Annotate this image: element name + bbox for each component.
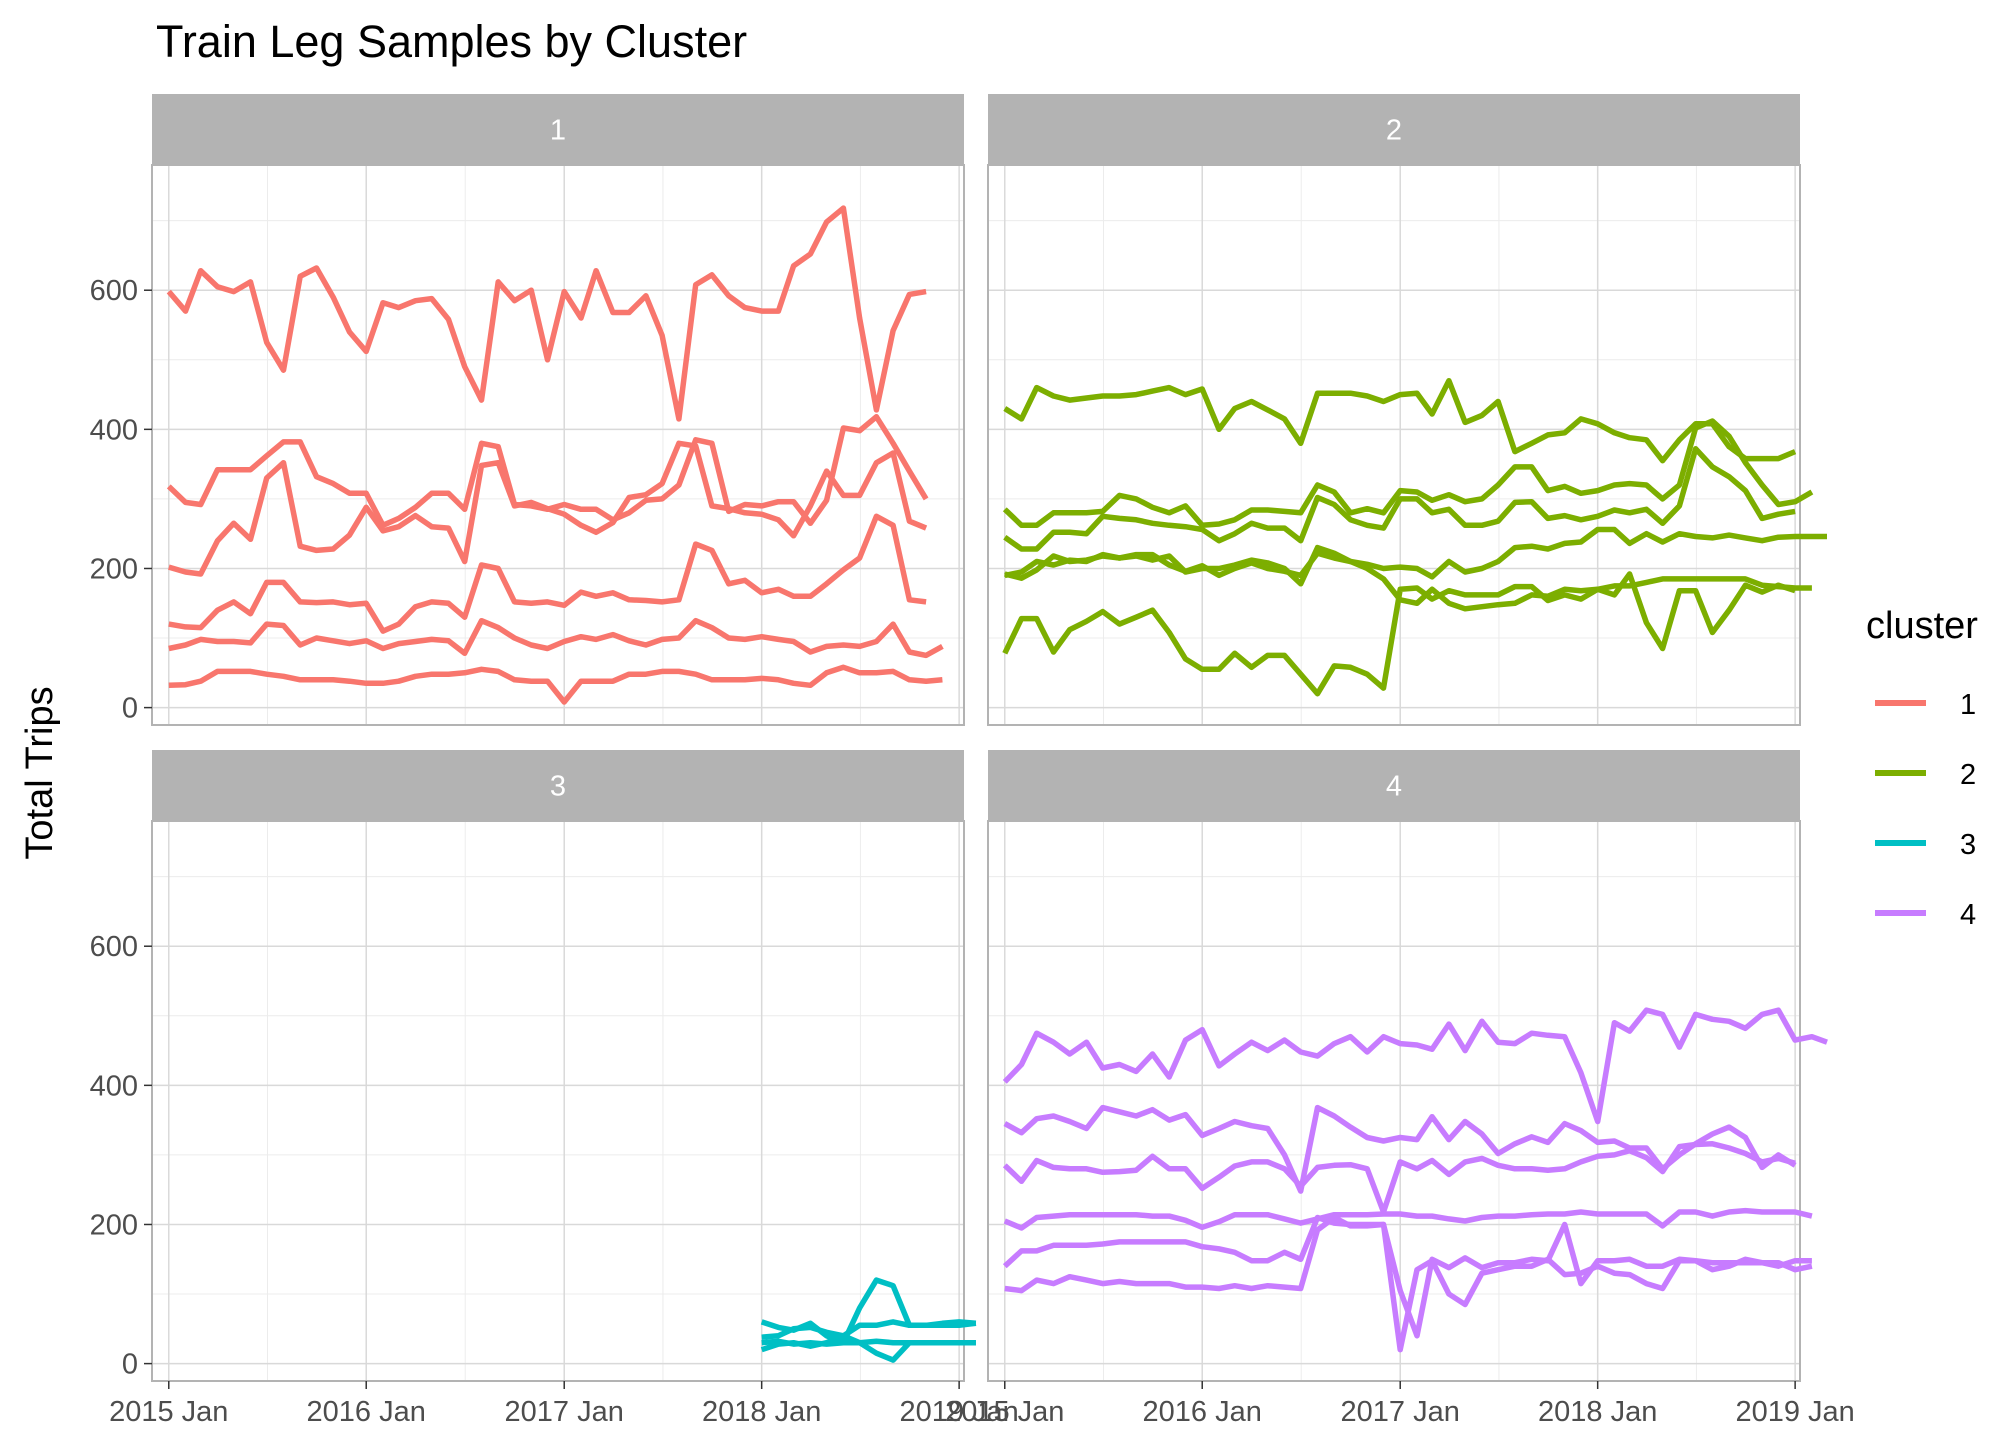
facet-panel-2: 2 [987, 94, 1827, 726]
x-tick-label: 2019 Jan [1735, 1396, 1854, 1428]
legend: cluster 1 2 3 4 [1866, 605, 1978, 931]
plot-area [151, 164, 965, 726]
series-line-2-5 [1004, 550, 1812, 612]
facet-strip-label: 3 [550, 771, 566, 803]
series-line-2-2 [1002, 418, 1814, 529]
plot-area [987, 820, 1828, 1382]
series-line-4-6 [1004, 1214, 1813, 1353]
legend-title: cluster [1866, 605, 1978, 647]
x-tick-label: 2016 Jan [1143, 1396, 1262, 1428]
series-line-1-1 [166, 205, 927, 422]
x-tick-label: 2017 Jan [505, 1396, 624, 1428]
y-tick-label: 0 [122, 1349, 138, 1381]
facet-strip-label: 4 [1386, 771, 1402, 803]
y-tick-label: 0 [122, 693, 138, 725]
facet-strip-label: 1 [550, 115, 566, 147]
series-line-1-4 [168, 513, 927, 634]
legend-label: 1 [1960, 689, 1976, 721]
facet-strip [988, 94, 1800, 165]
panel-border [987, 820, 1801, 1382]
legend-item-1: 1 [1875, 689, 1976, 721]
facet-panels: 1 0 200 400 600 2 3 0 200 400 600 2015 Jan 2016 Jan 2… [90, 94, 1855, 1428]
x-tick-label: 2018 Jan [702, 1396, 821, 1428]
legend-item-2: 2 [1875, 759, 1976, 791]
y-tick-label: 400 [90, 414, 138, 446]
x-tick-label: 2015 Jan [109, 1396, 228, 1428]
y-tick-label: 400 [90, 1070, 138, 1102]
series-line-3-4 [761, 1338, 976, 1347]
y-tick-label: 200 [90, 553, 138, 585]
x-tick-label: 2017 Jan [1341, 1396, 1460, 1428]
chart-title: Train Leg Samples by Cluster [156, 16, 747, 67]
series-line-2-4 [1004, 526, 1827, 587]
series-line-2-6 [1002, 571, 1796, 697]
series-line-1-5 [168, 617, 944, 659]
series-line-2-1 [1003, 377, 1797, 464]
facet-panel-1: 1 0 200 400 600 [90, 94, 965, 726]
x-tick-label: 2019 Jan [899, 1396, 1018, 1428]
series-line-4-1 [1002, 1007, 1828, 1125]
legend-item-3: 3 [1875, 829, 1976, 861]
x-tick-label: 2018 Jan [1538, 1396, 1657, 1428]
legend-label: 3 [1960, 829, 1976, 861]
plot-area [151, 820, 977, 1382]
series-line-1-6 [168, 664, 943, 705]
series-line-4-3 [1002, 1141, 1796, 1215]
series-line-2-3 [1003, 446, 1796, 552]
y-axis-label: Total Trips [19, 686, 61, 859]
panel-border [987, 164, 1801, 726]
x-tick-label: 2016 Jan [307, 1396, 426, 1428]
y-tick-label: 600 [90, 275, 138, 307]
facet-strip [152, 94, 964, 165]
facet-strip-label: 2 [1386, 115, 1402, 147]
legend-label: 4 [1960, 899, 1976, 931]
panel-border [151, 820, 965, 1382]
facet-strip [988, 750, 1800, 821]
x-tick-label: 2015 Jan [945, 1396, 1064, 1428]
facet-panel-4: 4 2015 Jan 2016 Jan 2017 Jan 2018 Jan 2019 Ja… [945, 750, 1855, 1428]
legend-label: 2 [1960, 759, 1976, 791]
panel-border [151, 164, 965, 726]
series-line-1-3 [168, 440, 928, 577]
facet-panel-3: 3 0 200 400 600 2015 Jan 2016 Jan 2017 Jan 2018 … [90, 750, 1019, 1428]
plot-area [987, 164, 1827, 726]
series-line-3-2 [761, 1319, 977, 1340]
legend-item-4: 4 [1875, 899, 1976, 931]
series-line-4-4 [1003, 1207, 1813, 1231]
facet-strip [152, 750, 964, 821]
y-tick-label: 200 [90, 1209, 138, 1241]
y-tick-label: 600 [90, 931, 138, 963]
